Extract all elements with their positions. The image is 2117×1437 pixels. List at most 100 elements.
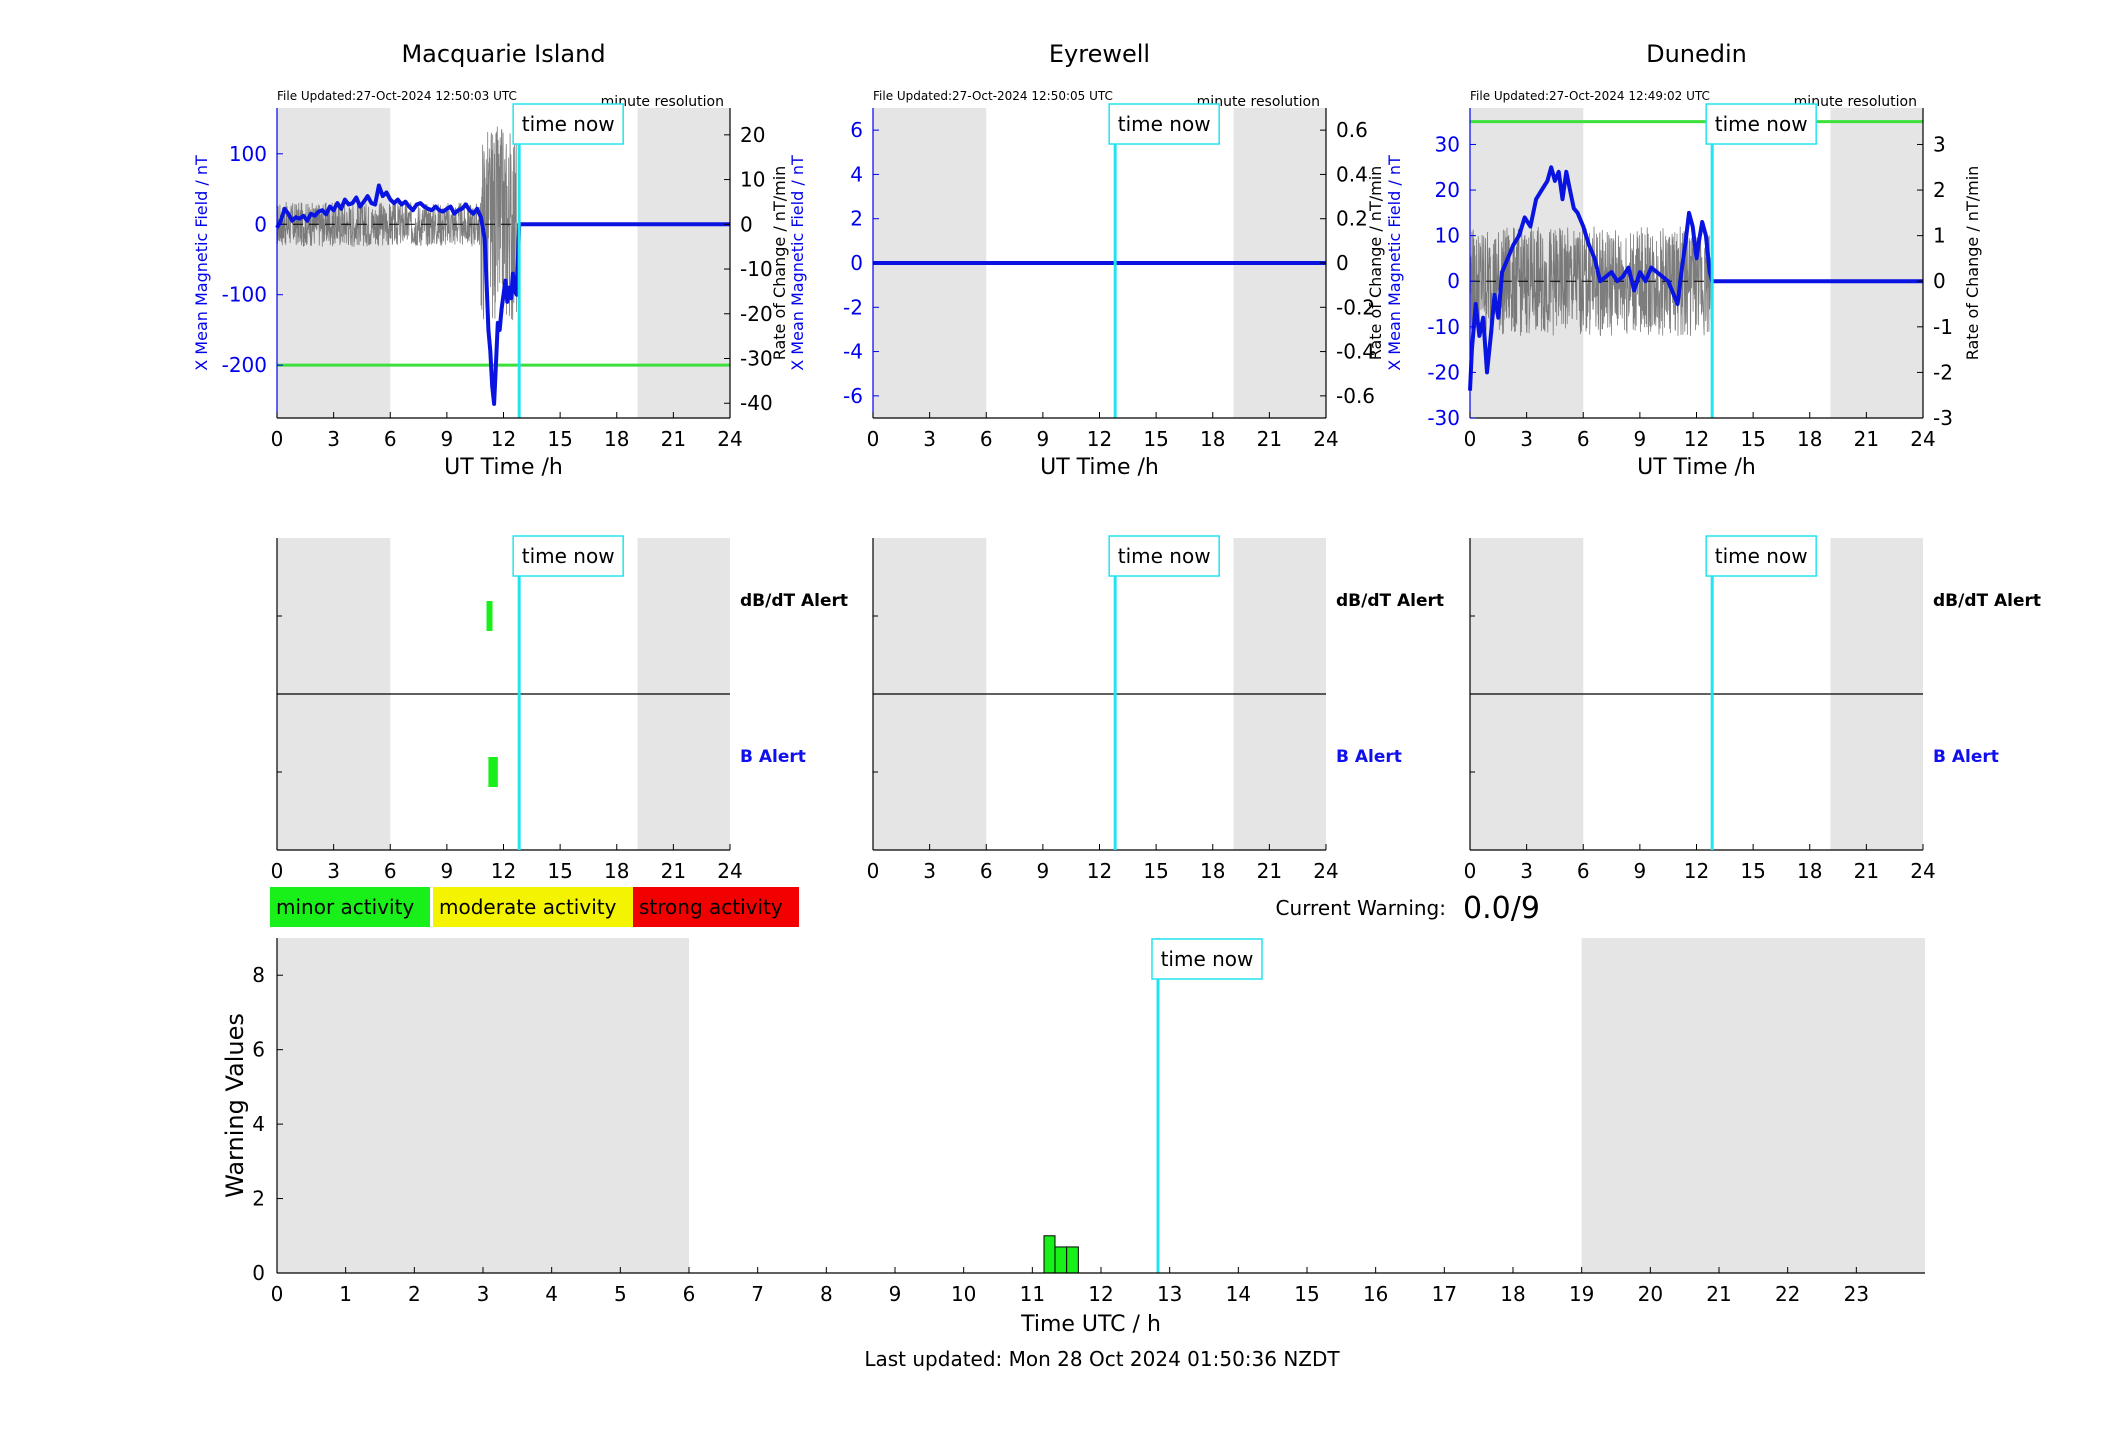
x-tick-label: 12 xyxy=(491,859,516,883)
x-tick-label: 2 xyxy=(408,1282,421,1306)
alert-panel-3: time now dB/dT Alert B Alert 0 3 6 9 12 15 18 21 24 xyxy=(271,535,848,883)
night-shading xyxy=(277,938,689,1273)
x-tick-label: 0 xyxy=(867,859,880,883)
y-tick-label: -20 xyxy=(1427,360,1460,384)
last-updated-text: Last updated: Mon 28 Oct 2024 01:50:36 N… xyxy=(864,1347,1340,1371)
y2-tick-label: 20 xyxy=(740,123,765,147)
alert-bar xyxy=(486,601,493,631)
y-tick-label: -2 xyxy=(843,295,863,319)
y-axis-label: X Mean Magnetic Field / nT xyxy=(788,155,807,371)
rate-of-change-line xyxy=(276,126,518,321)
station-panel-0: Macquarie Island File Updated:27-Oct-2024… xyxy=(192,40,789,480)
x-tick-label: 7 xyxy=(751,1282,764,1306)
x-tick-label: 6 xyxy=(980,427,993,451)
x-tick-label: 13 xyxy=(1157,1282,1182,1306)
y-axis-label: X Mean Magnetic Field / nT xyxy=(192,155,211,371)
x-tick-label: 0 xyxy=(271,427,284,451)
x-tick-label: 15 xyxy=(1143,427,1168,451)
y2-tick-label: -2 xyxy=(1933,360,1953,384)
alert-panel-5: time now dB/dT Alert B Alert 0 3 6 9 12 15 18 21 24 xyxy=(1464,535,2041,883)
x-tick-label: 16 xyxy=(1363,1282,1388,1306)
x-tick-label: 9 xyxy=(441,427,454,451)
y-tick-label: 8 xyxy=(252,963,265,987)
y-tick-label: -10 xyxy=(1427,315,1460,339)
y-tick-label: 0 xyxy=(252,1261,265,1285)
activity-legend: minor activity moderate activity strong ac… xyxy=(270,887,799,927)
current-warning-label: Current Warning: xyxy=(1276,896,1446,920)
y2-tick-label: 2 xyxy=(1933,178,1946,202)
x-tick-label: 9 xyxy=(441,859,454,883)
y2-tick-label: -0.6 xyxy=(1336,384,1375,408)
x-tick-label: 21 xyxy=(661,427,686,451)
resolution-text: minute resolution xyxy=(1197,94,1320,110)
b-alert-label: B Alert xyxy=(1933,747,1999,767)
time-now-label: time now xyxy=(522,112,615,136)
x-tick-label: 14 xyxy=(1226,1282,1251,1306)
time-now-label: time now xyxy=(522,544,615,568)
y-tick-label: -6 xyxy=(843,384,863,408)
y2-tick-label: 0 xyxy=(1336,251,1349,275)
legend-swatch-minor xyxy=(270,887,430,927)
x-tick-label: 6 xyxy=(384,859,397,883)
file-updated-text: File Updated:27-Oct-2024 12:50:03 UTC xyxy=(277,89,517,103)
x-tick-label: 21 xyxy=(661,859,686,883)
y2-tick-label: -0.2 xyxy=(1336,295,1375,319)
x-tick-label: 12 xyxy=(1087,427,1112,451)
legend-label: minor activity xyxy=(276,895,414,919)
legend-swatch-moderate xyxy=(433,887,633,927)
night-shading xyxy=(1830,108,1923,418)
y-axis-label: X Mean Magnetic Field / nT xyxy=(1385,155,1404,371)
x-axis-label: Time UTC / h xyxy=(1020,1312,1161,1337)
x-tick-label: 6 xyxy=(980,859,993,883)
x-tick-label: 3 xyxy=(923,859,936,883)
y2-tick-label: 0 xyxy=(1933,269,1946,293)
x-tick-label: 15 xyxy=(547,859,572,883)
x-tick-label: 12 xyxy=(1088,1282,1113,1306)
time-now-box xyxy=(512,103,624,145)
x-tick-label: 24 xyxy=(1313,427,1338,451)
x-tick-label: 3 xyxy=(327,427,340,451)
x-tick-label: 9 xyxy=(1634,859,1647,883)
x-tick-label: 10 xyxy=(951,1282,976,1306)
warning-bar xyxy=(1043,1235,1056,1274)
x-tick-label: 3 xyxy=(923,427,936,451)
x-tick-label: 22 xyxy=(1775,1282,1800,1306)
x-tick-label: 6 xyxy=(1577,859,1590,883)
x-tick-label: 0 xyxy=(867,427,880,451)
y2-tick-label: 3 xyxy=(1933,132,1946,156)
time-now-box xyxy=(1108,535,1220,577)
night-shading xyxy=(1581,938,1925,1273)
x-tick-label: 18 xyxy=(604,859,629,883)
time-now-label: time now xyxy=(1118,112,1211,136)
time-now-box xyxy=(1151,938,1263,980)
x-tick-label: 18 xyxy=(1797,859,1822,883)
x-tick-label: 20 xyxy=(1638,1282,1663,1306)
y-tick-label: 0 xyxy=(254,212,267,236)
y-tick-label: 20 xyxy=(1435,178,1460,202)
time-now-label: time now xyxy=(1715,544,1808,568)
x-tick-label: 5 xyxy=(614,1282,627,1306)
x-tick-label: 3 xyxy=(1520,427,1533,451)
y-tick-label: 0 xyxy=(1447,269,1460,293)
x-axis-label: UT Time /h xyxy=(1040,455,1159,480)
x-tick-label: 9 xyxy=(889,1282,902,1306)
x-tick-label: 6 xyxy=(1577,427,1590,451)
y2-tick-label: 0.2 xyxy=(1336,207,1368,231)
y2-tick-label: 10 xyxy=(740,168,765,192)
x-tick-label: 12 xyxy=(1684,859,1709,883)
x-tick-label: 24 xyxy=(1910,859,1935,883)
x-tick-label: 0 xyxy=(271,1282,284,1306)
x-tick-label: 23 xyxy=(1844,1282,1869,1306)
dbdt-alert-label: dB/dT Alert xyxy=(740,591,848,611)
x-tick-label: 21 xyxy=(1854,859,1879,883)
station-title: Eyrewell xyxy=(1049,40,1150,68)
station-title: Dunedin xyxy=(1646,40,1747,68)
field-line xyxy=(1468,165,1923,391)
x-tick-label: 9 xyxy=(1634,427,1647,451)
x-tick-label: 12 xyxy=(1684,427,1709,451)
station-panel-1: Eyrewell File Updated:27-Oct-2024 12:50:0… xyxy=(788,40,1385,480)
x-tick-label: 6 xyxy=(384,427,397,451)
x-tick-label: 21 xyxy=(1854,427,1879,451)
x-tick-label: 9 xyxy=(1037,859,1050,883)
y-tick-label: -30 xyxy=(1427,406,1460,430)
